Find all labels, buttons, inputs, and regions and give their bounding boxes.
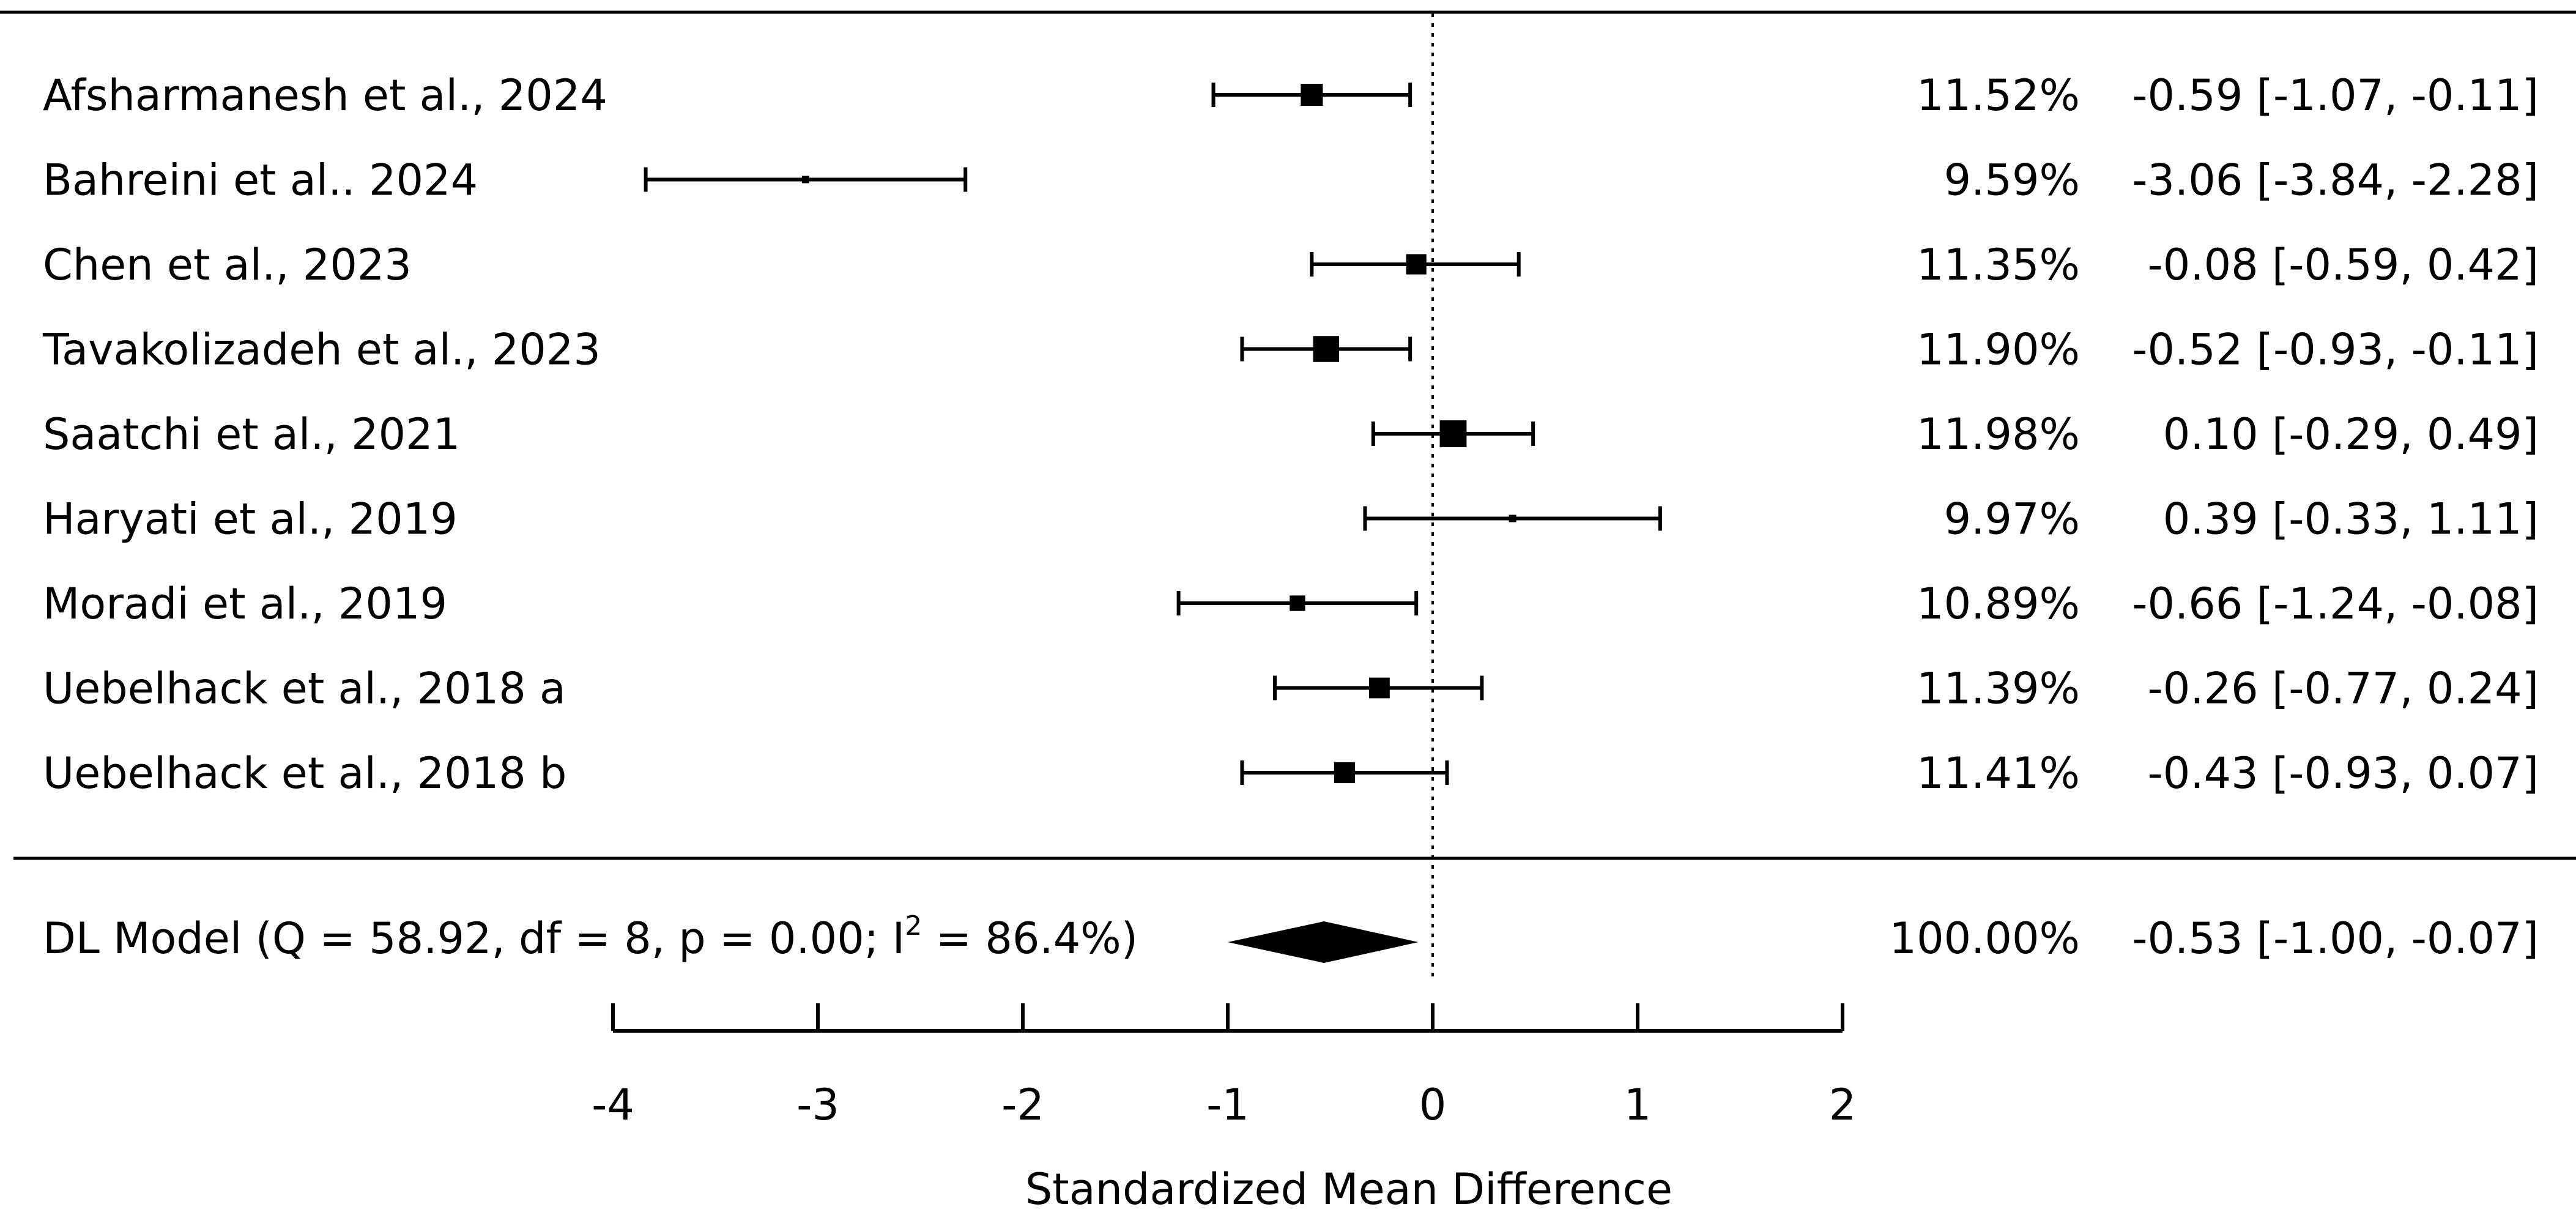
study-ci: -3.06 [-3.84, -2.28] bbox=[2132, 155, 2539, 206]
study-label: Bahreini et al.. 2024 bbox=[43, 155, 478, 206]
x-axis-title: Standardized Mean Difference bbox=[1025, 1164, 1672, 1214]
x-tick-label: 2 bbox=[1829, 1080, 1857, 1130]
summary-diamond bbox=[1228, 921, 1419, 963]
x-tick-label: -4 bbox=[592, 1080, 634, 1130]
study-weight: 9.59% bbox=[1944, 155, 2080, 206]
study-point-estimate bbox=[1439, 420, 1467, 447]
study-ci: -0.43 [-0.93, 0.07] bbox=[2148, 748, 2539, 798]
study-weight: 11.52% bbox=[1917, 70, 2080, 121]
study-ci: -0.52 [-0.93, -0.11] bbox=[2132, 325, 2539, 375]
study-row: Uebelhack et al., 2018 b 11.41% -0.43 [-0.… bbox=[43, 748, 2539, 798]
study-weight: 10.89% bbox=[1917, 579, 2080, 629]
study-ci: -0.66 [-1.24, -0.08] bbox=[2132, 579, 2539, 629]
study-row: Uebelhack et al., 2018 a 11.39% -0.26 [-0.… bbox=[43, 664, 2539, 714]
summary-label: DL Model (Q = 58.92, df = 8, p = 0.00; I… bbox=[43, 910, 1138, 964]
x-tick-label: -1 bbox=[1206, 1080, 1249, 1130]
summary-weight: 100.00% bbox=[1890, 913, 2080, 964]
study-label: Afsharmanesh et al., 2024 bbox=[43, 70, 607, 121]
study-label: Saatchi et al., 2021 bbox=[43, 409, 460, 459]
study-label: Haryati et al., 2019 bbox=[43, 494, 458, 544]
study-point-estimate bbox=[1509, 515, 1516, 522]
study-row: Bahreini et al.. 2024 9.59% -3.06 [-3.84, … bbox=[43, 155, 2539, 206]
study-weight: 11.90% bbox=[1917, 325, 2080, 375]
study-label: Uebelhack et al., 2018 a bbox=[43, 664, 566, 714]
study-point-estimate bbox=[1334, 762, 1356, 784]
summary-ci: -0.53 [-1.00, -0.07] bbox=[2132, 913, 2539, 964]
x-tick-label: 0 bbox=[1419, 1080, 1447, 1130]
study-weight: 11.39% bbox=[1917, 664, 2080, 714]
study-ci: -0.59 [-1.07, -0.11] bbox=[2132, 70, 2539, 121]
study-point-estimate bbox=[1406, 254, 1427, 275]
study-point-estimate bbox=[1313, 336, 1340, 362]
study-ci: 0.39 [-0.33, 1.11] bbox=[2163, 494, 2539, 544]
study-weight: 11.41% bbox=[1917, 748, 2080, 798]
study-ci: 0.10 [-0.29, 0.49] bbox=[2163, 409, 2539, 459]
study-rows: Afsharmanesh et al., 2024 11.52% -0.59 [-1… bbox=[42, 70, 2539, 798]
summary-label-superscript: 2 bbox=[905, 910, 922, 942]
summary-row: DL Model (Q = 58.92, df = 8, p = 0.00; I… bbox=[43, 910, 2539, 964]
study-ci: -0.26 [-0.77, 0.24] bbox=[2148, 664, 2539, 714]
study-ci: -0.08 [-0.59, 0.42] bbox=[2148, 240, 2539, 290]
summary-label-suffix: = 86.4%) bbox=[922, 913, 1138, 964]
study-row: Afsharmanesh et al., 2024 11.52% -0.59 [-1… bbox=[43, 70, 2539, 121]
study-row: Tavakolizadeh et al., 2023 11.90% -0.52 [-… bbox=[42, 325, 2539, 375]
summary-label-prefix: DL Model (Q = 58.92, df = 8, p = 0.00; I bbox=[43, 913, 905, 964]
study-label: Tavakolizadeh et al., 2023 bbox=[42, 325, 601, 375]
x-tick-label: -3 bbox=[796, 1080, 839, 1130]
x-axis: -4 -3 -2 -1 0 1 2 bbox=[592, 1003, 1856, 1130]
study-row: Chen et al., 2023 11.35% -0.08 [-0.59, 0.4… bbox=[43, 240, 2539, 290]
study-point-estimate bbox=[1301, 83, 1323, 106]
x-tick-label: -2 bbox=[1001, 1080, 1044, 1130]
study-weight: 11.35% bbox=[1917, 240, 2080, 290]
study-point-estimate bbox=[801, 176, 809, 184]
study-label: Chen et al., 2023 bbox=[43, 240, 412, 290]
study-point-estimate bbox=[1368, 677, 1390, 699]
x-tick-label: 1 bbox=[1624, 1080, 1652, 1130]
study-label: Uebelhack et al., 2018 b bbox=[43, 748, 566, 798]
study-label: Moradi et al., 2019 bbox=[43, 579, 447, 629]
study-point-estimate bbox=[1290, 595, 1305, 611]
study-row: Moradi et al., 2019 10.89% -0.66 [-1.24, -… bbox=[43, 579, 2539, 629]
study-row: Saatchi et al., 2021 11.98% 0.10 [-0.29, … bbox=[43, 409, 2539, 459]
study-weight: 9.97% bbox=[1944, 494, 2080, 544]
study-row: Haryati et al., 2019 9.97% 0.39 [-0.33, 1… bbox=[43, 494, 2539, 544]
study-weight: 11.98% bbox=[1917, 409, 2080, 459]
